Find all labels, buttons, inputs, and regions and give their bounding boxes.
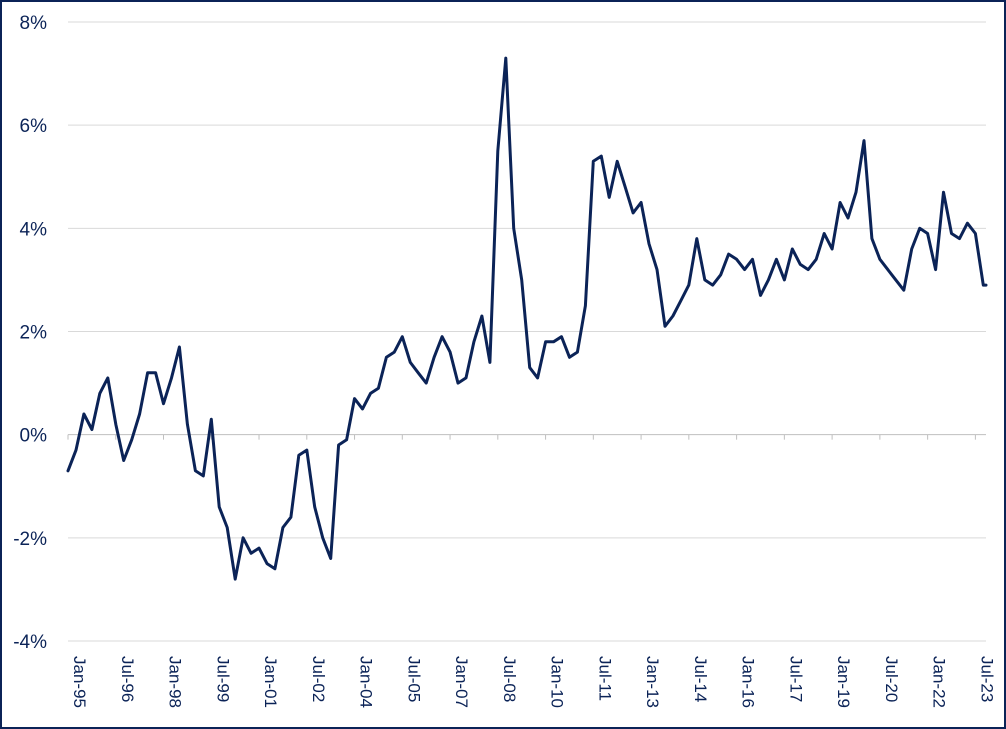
x-tick-label: Jul-08 [500,656,519,702]
x-tick-label: Jan-98 [166,656,185,708]
series-line [66,56,988,581]
x-tick-label: Jan-16 [739,656,758,708]
y-tick-label: -4% [13,632,47,653]
y-tick-label: 0% [20,426,48,447]
x-tick-label: Jan-07 [452,656,471,708]
y-axis-ticks: -4% -2% 0% 2% 4% 6% 8% [13,13,47,653]
x-tick-label: Jan-04 [357,656,376,708]
x-tick-label: Jul-23 [977,656,996,702]
y-tick-label: 4% [20,219,48,240]
x-tick-label: Jan-95 [70,656,89,708]
y-tick-label: -2% [13,529,47,550]
y-tick-label: 8% [20,13,48,34]
x-tick-label: Jul-17 [786,656,805,702]
x-tick-label: Jul-96 [118,656,137,702]
x-tick-label: Jan-13 [643,656,662,708]
x-axis-ticks: Jan-95 Jul-96 Jan-98 Jul-99 Jan-01 Jul-02 Jan-… [67,434,996,708]
x-tick-label: Jul-20 [882,656,901,702]
x-tick-label: Jan-22 [930,656,949,708]
x-tick-label: Jul-99 [213,656,232,702]
x-tick-label: Jul-02 [309,656,328,702]
x-tick-label: Jan-01 [261,656,280,708]
x-tick-label: Jul-11 [595,656,614,701]
x-tick-label: Jul-14 [691,656,710,702]
x-tick-label: Jul-05 [404,656,423,702]
gridlines [68,21,986,642]
x-tick-label: Jan-19 [834,656,853,708]
y-tick-label: 6% [20,116,48,137]
x-tick-label: Jan-10 [548,656,567,708]
y-tick-label: 2% [20,323,48,344]
